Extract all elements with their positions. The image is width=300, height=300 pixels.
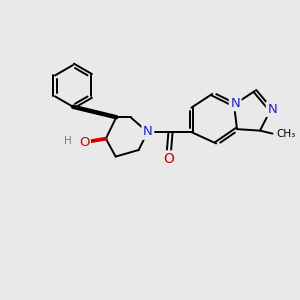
Text: CH₃: CH₃	[277, 129, 296, 139]
Text: O: O	[163, 152, 174, 166]
Text: N: N	[230, 97, 240, 110]
Text: N: N	[143, 125, 153, 138]
Text: H: H	[64, 136, 72, 146]
Text: O: O	[79, 136, 89, 149]
Text: N: N	[267, 103, 277, 116]
